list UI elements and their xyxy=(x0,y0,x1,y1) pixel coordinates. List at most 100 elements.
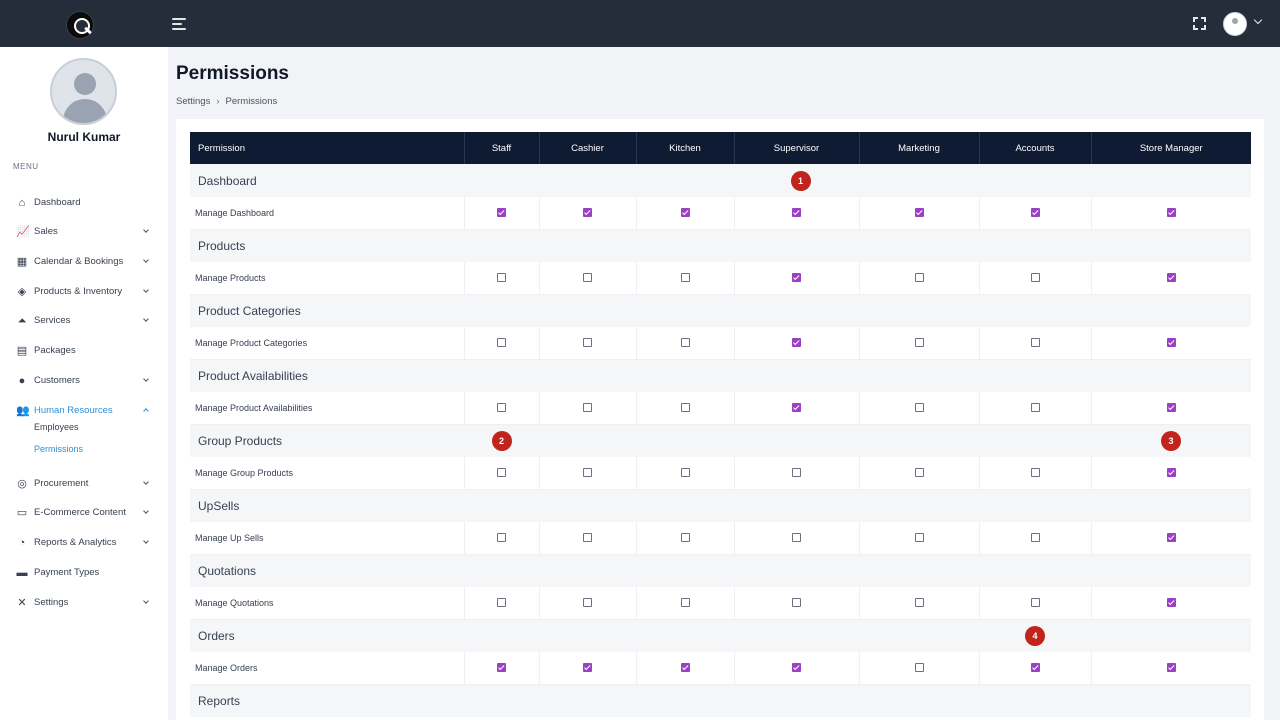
permission-cell xyxy=(1091,392,1251,425)
sidebar-item-packages[interactable]: ▤ Packages xyxy=(0,341,168,363)
sidebar-item-products[interactable]: ◈ Products & Inventory xyxy=(0,282,168,304)
checkbox-marketing[interactable] xyxy=(914,338,924,348)
sidebar-item-dashboard[interactable]: ⌂ Dashboard xyxy=(0,193,168,215)
permission-cell xyxy=(859,457,980,490)
checkbox-staff[interactable] xyxy=(497,533,506,543)
group-cell xyxy=(979,164,1091,197)
checkbox-store-manager[interactable] xyxy=(1166,598,1176,608)
breadcrumb-settings[interactable]: Settings xyxy=(176,96,211,107)
checkbox-cashier[interactable] xyxy=(583,533,592,543)
checkbox-accounts[interactable] xyxy=(1030,273,1040,283)
checkbox-supervisor[interactable] xyxy=(792,403,801,413)
checkbox-accounts[interactable] xyxy=(1030,663,1040,673)
permission-row-manage-orders: Manage Orders xyxy=(190,652,1251,685)
checkbox-supervisor[interactable] xyxy=(792,338,801,348)
checkbox-kitchen[interactable] xyxy=(680,338,690,348)
checkbox-kitchen[interactable] xyxy=(680,273,690,283)
checkbox-kitchen[interactable] xyxy=(680,663,690,673)
checkbox-cashier[interactable] xyxy=(583,338,592,348)
checkbox-cashier[interactable] xyxy=(583,208,592,218)
checkbox-marketing[interactable] xyxy=(914,598,924,608)
checkbox-kitchen[interactable] xyxy=(680,468,690,478)
checkbox-accounts[interactable] xyxy=(1030,468,1040,478)
user-avatar-button[interactable] xyxy=(1223,12,1247,36)
checkbox-marketing[interactable] xyxy=(914,273,924,283)
column-header-supervisor: Supervisor xyxy=(734,132,860,164)
sidebar-item-sales[interactable]: 📈 Sales xyxy=(0,222,168,244)
sidebar-item-hr[interactable]: 👥 Human Resources xyxy=(0,401,168,423)
group-cell xyxy=(979,489,1091,522)
checkbox-kitchen[interactable] xyxy=(680,208,690,218)
breadcrumb: Settings › Permissions xyxy=(176,96,277,107)
checkbox-accounts[interactable] xyxy=(1030,533,1040,543)
checkbox-store-manager[interactable] xyxy=(1166,533,1176,543)
checkbox-kitchen[interactable] xyxy=(680,598,690,608)
sidebar-subitem-permissions[interactable]: Permissions xyxy=(34,444,84,454)
checkbox-staff[interactable] xyxy=(497,403,506,413)
checkbox-kitchen[interactable] xyxy=(680,533,690,543)
permission-cell xyxy=(464,262,540,295)
checkbox-cashier[interactable] xyxy=(583,273,592,283)
checkbox-cashier[interactable] xyxy=(583,598,592,608)
sidebar-item-settings[interactable]: ✕ Settings xyxy=(0,593,168,615)
sidebar-item-reports[interactable]: ◔ Reports & Analytics xyxy=(0,533,168,555)
sidebar-item-payment[interactable]: ▬ Payment Types xyxy=(0,563,168,585)
sidebar-item-customers[interactable]: ● Customers xyxy=(0,371,168,393)
checkbox-supervisor[interactable] xyxy=(792,273,801,283)
profile-avatar[interactable] xyxy=(50,58,117,125)
permission-name: Manage Quotations xyxy=(190,587,465,620)
checkbox-staff[interactable] xyxy=(497,208,506,218)
checkbox-staff[interactable] xyxy=(497,273,506,283)
permission-cell xyxy=(979,197,1092,230)
group-cell xyxy=(859,424,979,457)
checkbox-store-manager[interactable] xyxy=(1166,663,1176,673)
sidebar-item-services[interactable]: ⏶ Services xyxy=(0,311,168,333)
sidebar-item-procurement[interactable]: ◎ Procurement xyxy=(0,474,168,496)
permission-cell xyxy=(859,327,980,360)
checkbox-supervisor[interactable] xyxy=(792,663,801,673)
permission-name: Manage Dashboard xyxy=(190,197,465,230)
sidebar-item-ecommerce[interactable]: ▭ E-Commerce Content xyxy=(0,503,168,525)
box-icon: ◈ xyxy=(17,286,27,298)
sidebar-item-calendar[interactable]: ▦ Calendar & Bookings xyxy=(0,252,168,274)
checkbox-store-manager[interactable] xyxy=(1166,273,1176,283)
checkbox-accounts[interactable] xyxy=(1030,338,1040,348)
checkbox-supervisor[interactable] xyxy=(792,533,801,543)
checkbox-supervisor[interactable] xyxy=(792,598,801,608)
checkbox-staff[interactable] xyxy=(497,663,506,673)
chevron-down-icon[interactable] xyxy=(1253,15,1263,25)
checkbox-marketing[interactable] xyxy=(914,663,924,673)
checkbox-staff[interactable] xyxy=(497,338,506,348)
checkbox-accounts[interactable] xyxy=(1030,403,1040,413)
checkbox-accounts[interactable] xyxy=(1030,208,1040,218)
logo-icon[interactable] xyxy=(66,11,94,39)
checkbox-accounts[interactable] xyxy=(1030,598,1040,608)
checkbox-marketing[interactable] xyxy=(914,208,924,218)
checkbox-cashier[interactable] xyxy=(583,468,592,478)
chevron-down-icon xyxy=(143,257,149,263)
checkbox-cashier[interactable] xyxy=(583,663,592,673)
group-row-dashboard: Dashboard xyxy=(190,164,1251,197)
checkbox-marketing[interactable] xyxy=(914,403,924,413)
checkbox-supervisor[interactable] xyxy=(792,468,801,478)
fullscreen-icon[interactable] xyxy=(1193,17,1206,30)
sidebar-subitem-employees[interactable]: Employees xyxy=(34,422,79,432)
checkbox-supervisor[interactable] xyxy=(792,208,801,218)
checkbox-staff[interactable] xyxy=(497,598,506,608)
permission-cell xyxy=(1091,522,1251,555)
checkbox-store-manager[interactable] xyxy=(1166,208,1176,218)
checkbox-marketing[interactable] xyxy=(914,468,924,478)
column-header-kitchen: Kitchen xyxy=(636,132,735,164)
permission-row-manage-group-products: Manage Group Products xyxy=(190,457,1251,490)
chevron-up-icon xyxy=(143,408,149,414)
checkbox-kitchen[interactable] xyxy=(680,403,690,413)
hamburger-menu-icon[interactable] xyxy=(172,18,186,30)
checkbox-store-manager[interactable] xyxy=(1166,338,1176,348)
column-header-permission: Permission xyxy=(190,132,465,164)
checkbox-store-manager[interactable] xyxy=(1166,468,1176,478)
checkbox-store-manager[interactable] xyxy=(1166,403,1176,413)
checkbox-staff[interactable] xyxy=(497,468,506,478)
checkbox-marketing[interactable] xyxy=(914,533,924,543)
checkbox-cashier[interactable] xyxy=(583,403,592,413)
calendar-icon: ▦ xyxy=(16,256,28,268)
